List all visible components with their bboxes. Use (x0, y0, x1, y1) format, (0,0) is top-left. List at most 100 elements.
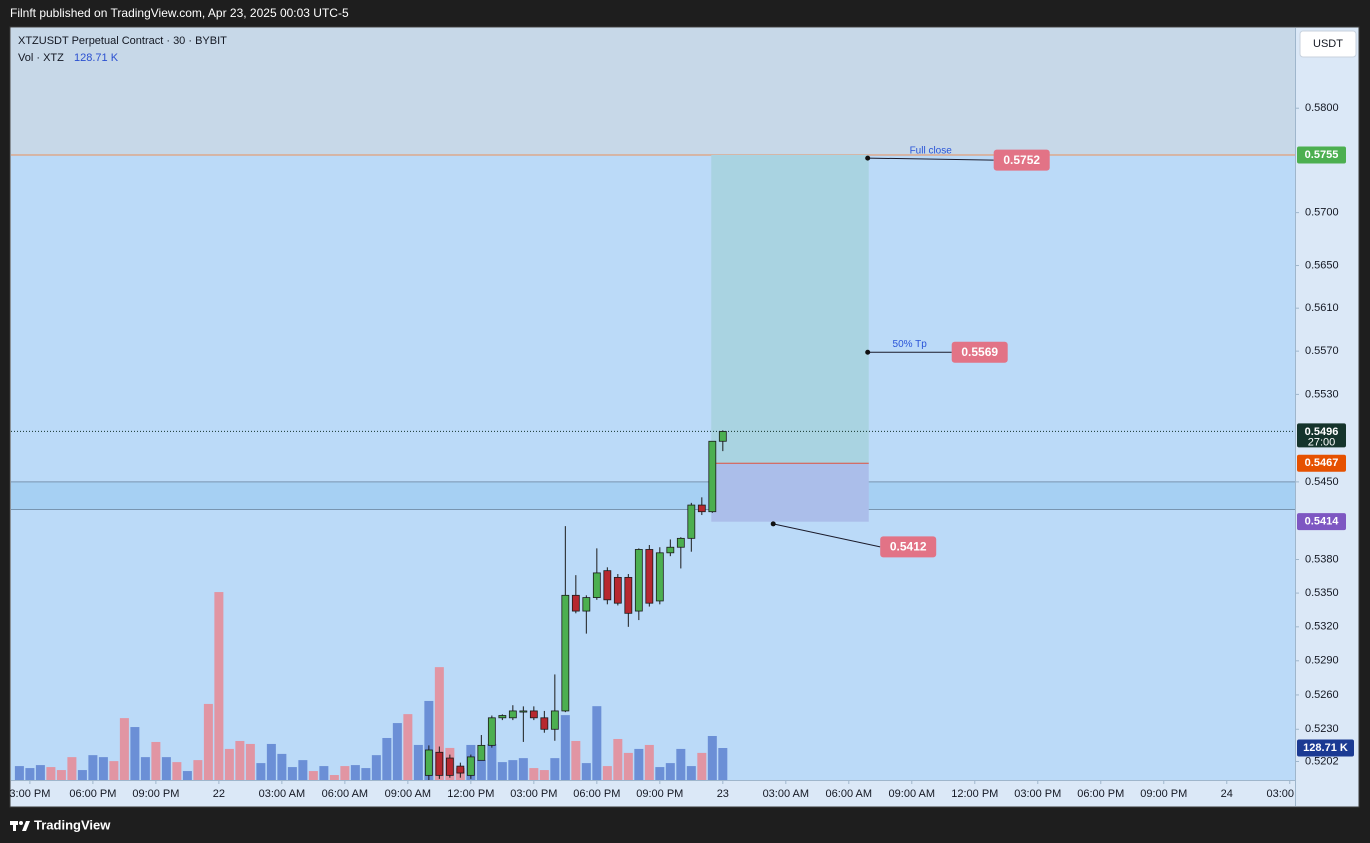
x-tick-label: 06:00 PM (1077, 788, 1124, 800)
candle-body (550, 710, 559, 730)
volume-bar (634, 748, 644, 780)
candle-body (529, 710, 538, 719)
y-tick-label: 0.5260 (1305, 689, 1339, 701)
annotation-label-box (880, 536, 937, 558)
candle-body (666, 546, 675, 554)
volume-bar (308, 771, 318, 780)
price-badge (1297, 423, 1346, 448)
volume-bar (592, 706, 602, 780)
candle-body (634, 549, 643, 612)
plot-area (11, 28, 1295, 780)
volume-bar (224, 748, 234, 780)
volume-bar (182, 771, 192, 780)
annotation-dot (865, 155, 871, 161)
x-tick-label: 06:00 AM (322, 788, 368, 800)
brand-name: TradingView (34, 817, 111, 832)
volume-bar (718, 748, 728, 780)
price-badge-label: 0.5467 (1305, 457, 1339, 469)
candle-body (582, 597, 591, 612)
volume-bar (298, 760, 308, 780)
volume-bar (686, 766, 696, 780)
volume-bar (665, 763, 675, 780)
y-tick-label: 0.5380 (1305, 553, 1339, 565)
volume-bar (676, 748, 686, 780)
candle-body (424, 749, 433, 776)
axes: 0.5800 0.5700 0.5650 0.5610 0.5570 0.5530 0.54… (9, 102, 1354, 800)
publish-header: Filnft published on TradingView.com, Apr… (10, 6, 349, 20)
x-tick-label: 03:00 AM (763, 788, 809, 800)
annotation-text: Full close (910, 146, 953, 157)
candle-body (498, 715, 507, 719)
volume-bar (46, 767, 56, 780)
x-tick-label: 03:00 AM (259, 788, 305, 800)
volume-bar (98, 757, 108, 780)
y-tick-label: 0.5800 (1305, 102, 1339, 114)
volume-bar (424, 700, 434, 780)
x-tick-label: 3:00 PM (9, 788, 50, 800)
legend-title: XTZUSDT Perpetual Contract · 30 · BYBIT (18, 35, 227, 47)
volume-badge-label: 128.71 K (1303, 742, 1348, 754)
annotation-dot (770, 521, 776, 527)
volume-bar (382, 737, 392, 780)
volume-bar (707, 735, 717, 780)
volume-bar (623, 752, 633, 780)
x-tick-label: 03:00 PM (510, 788, 557, 800)
y-tick-label: 0.5570 (1305, 345, 1339, 357)
volume-bar (214, 592, 224, 780)
candle-body (487, 717, 496, 746)
y-tick-label: 0.5230 (1305, 723, 1339, 735)
volume-bar (613, 738, 623, 780)
candle-body (435, 751, 444, 776)
candle-body (466, 756, 475, 776)
volume-bar (35, 765, 45, 780)
currency-button[interactable] (1299, 30, 1357, 58)
annotation-label-box (993, 149, 1050, 171)
volume-bar (287, 767, 297, 780)
annotation-label-box (951, 341, 1008, 363)
legend-volume-name: Vol · XTZ (18, 52, 64, 64)
volume-bar (644, 744, 654, 780)
annotation-price: 0.5752 (1003, 153, 1040, 167)
y-tick-label: 0.5290 (1305, 655, 1339, 667)
price-badge-label: 0.5755 (1305, 149, 1339, 161)
volume-bar (403, 714, 413, 780)
x-tick-label: 22 (213, 788, 225, 800)
volume-bar (392, 723, 402, 780)
currency-button-label[interactable]: USDT (1313, 38, 1343, 50)
position-loss (711, 463, 869, 522)
annotation-line (773, 523, 881, 548)
volume-bar (193, 760, 203, 780)
volume-bar (581, 763, 591, 780)
volume-bar (340, 766, 350, 780)
volume-bar (140, 757, 150, 780)
annotation-dot (865, 349, 871, 355)
candle-body (687, 504, 696, 539)
candle-body (603, 570, 612, 601)
volume-bar (109, 761, 119, 780)
volume-bar (266, 743, 276, 780)
candle-body (613, 576, 622, 604)
volume-bar (350, 765, 360, 780)
y-tick-label: 0.5530 (1305, 388, 1339, 400)
volume-bar (476, 760, 486, 780)
candle-body (456, 765, 465, 774)
price-badge-label: 0.5414 (1305, 516, 1340, 528)
candle-body (540, 717, 549, 730)
y-tick-label: 0.5700 (1305, 207, 1339, 219)
candle-body (571, 594, 580, 612)
annotation-line (867, 157, 994, 161)
y-tick-label: 0.5610 (1305, 302, 1339, 314)
volume-bar (571, 740, 581, 780)
volume-bar (539, 770, 549, 780)
candle-body (697, 504, 706, 513)
volume-bar (329, 775, 339, 780)
candle-body (519, 710, 528, 713)
price-badge (1297, 513, 1346, 531)
x-tick-label: 12:00 PM (447, 788, 494, 800)
volume-bar (14, 766, 24, 780)
volume-bar (434, 667, 444, 780)
x-tick-label: 03:00 (1266, 788, 1294, 800)
volume-bar (529, 768, 539, 780)
